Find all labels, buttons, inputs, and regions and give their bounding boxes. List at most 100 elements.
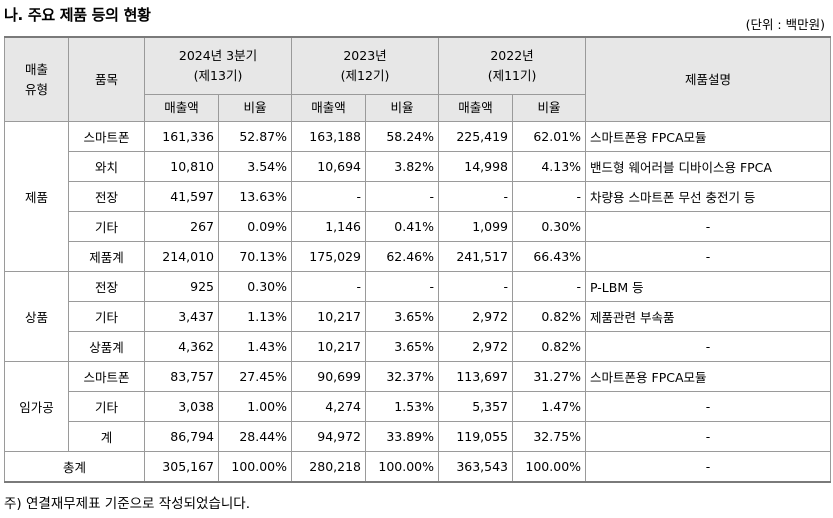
description-cell: -	[585, 331, 832, 362]
ratio-value-cell: 31.27%	[512, 361, 587, 392]
ratio-value-cell: 3.65%	[364, 331, 440, 362]
sales-value-cell: 175,029	[291, 241, 366, 272]
sales-value-cell: 90,699	[291, 361, 366, 392]
header-period-2024q3: 2024년 3분기 (제13기)	[144, 36, 292, 95]
ratio-value-cell: 1.47%	[512, 391, 587, 422]
table-row: 제품계 214,010 70.13% 175,029 62.46% 241,517 66.4…	[5, 241, 832, 272]
sales-value-cell: 2,972	[438, 331, 514, 362]
description-cell: -	[585, 451, 832, 483]
header-period-2023: 2023년 (제12기)	[290, 36, 440, 95]
ratio-value-cell: -	[364, 271, 440, 302]
sales-value-cell: 925	[144, 271, 219, 302]
sales-value-cell: 241,517	[438, 241, 514, 272]
sales-value-cell: -	[291, 181, 366, 212]
header-sales: 매출액	[438, 94, 514, 122]
sales-value-cell: 161,336	[144, 121, 219, 152]
header-ratio: 비율	[364, 94, 440, 122]
ratio-value-cell: 0.82%	[512, 301, 587, 332]
ratio-value-cell: 1.13%	[218, 301, 292, 332]
table-row: 기타 3,038 1.00% 4,274 1.53% 5,357 1.47% -	[5, 391, 832, 422]
footnote: 주) 연결재무제표 기준으로 작성되었습니다.	[4, 496, 250, 512]
ratio-value-cell: 3.54%	[218, 151, 292, 182]
sales-value-cell: 280,218	[291, 451, 366, 483]
ratio-value-cell: 1.00%	[218, 391, 292, 422]
sales-value-cell: 10,217	[291, 331, 366, 362]
item-cell: 기타	[68, 301, 145, 332]
sales-value-cell: 225,419	[438, 121, 514, 152]
description-cell: -	[585, 241, 832, 272]
total-label-cell: 총계	[4, 451, 145, 483]
unit-label: (단위 : 백만원)	[745, 17, 825, 32]
table-row: 제품 스마트폰 161,336 52.87% 163,188 58.24% 225,419 6…	[4, 121, 832, 272]
header-ratio: 비율	[218, 94, 292, 122]
ratio-value-cell: 13.63%	[218, 181, 292, 212]
sales-value-cell: 4,362	[144, 331, 219, 362]
sales-type-cell: 상품	[4, 271, 69, 362]
sales-value-cell: 1,099	[438, 211, 514, 242]
ratio-value-cell: 3.65%	[364, 301, 440, 332]
header-sales-type-line1: 매출	[24, 61, 48, 77]
header-period-2024q3-line2: (제13기)	[193, 68, 243, 83]
header-period-2023-line1: 2023년	[343, 48, 387, 63]
table-row: 전장 41,597 13.63% - - - - 차량용 스마트폰 무선 충전기 등	[5, 181, 832, 212]
ratio-value-cell: 27.45%	[218, 361, 292, 392]
sales-value-cell: 83,757	[144, 361, 219, 392]
sales-value-cell: 4,274	[291, 391, 366, 422]
sales-value-cell: 10,217	[291, 301, 366, 332]
description-cell: -	[585, 211, 832, 242]
header-period-2024q3-line1: 2024년 3분기	[178, 48, 258, 63]
ratio-value-cell: 32.75%	[512, 421, 587, 452]
ratio-value-cell: 0.09%	[218, 211, 292, 242]
ratio-value-cell: 0.30%	[218, 271, 292, 302]
header-sales-type-line2: 유형	[24, 81, 48, 97]
sales-value-cell: 86,794	[144, 421, 219, 452]
description-cell: 차량용 스마트폰 무선 충전기 등	[585, 181, 832, 212]
description-cell: 제품관련 부속품	[585, 301, 832, 332]
ratio-value-cell: 62.46%	[364, 241, 440, 272]
item-cell: 스마트폰	[68, 361, 145, 392]
sales-value-cell: 5,357	[438, 391, 514, 422]
table-row: 계 86,794 28.44% 94,972 33.89% 119,055 32.75% -	[5, 421, 832, 452]
sales-value-cell: 41,597	[144, 181, 219, 212]
item-cell: 기타	[68, 391, 145, 422]
ratio-value-cell: 62.01%	[512, 121, 587, 152]
ratio-value-cell: 58.24%	[364, 121, 440, 152]
table-row: 임가공 스마트폰 83,757 27.45% 90,699 32.37% 113,697 31…	[4, 361, 832, 452]
description-cell: P-LBM 등	[585, 271, 832, 302]
sales-value-cell: 267	[144, 211, 219, 242]
ratio-value-cell: -	[364, 181, 440, 212]
ratio-value-cell: 1.53%	[364, 391, 440, 422]
ratio-value-cell: 28.44%	[218, 421, 292, 452]
item-cell: 계	[68, 421, 145, 452]
item-cell: 제품계	[68, 241, 145, 272]
table-body: 제품 스마트폰 161,336 52.87% 163,188 58.24% 225,419 6…	[4, 121, 832, 483]
ratio-value-cell: 100.00%	[218, 451, 292, 483]
section-title: 나. 주요 제품 등의 현황	[4, 6, 151, 24]
header-item: 품목	[68, 36, 145, 122]
ratio-value-cell: 33.89%	[364, 421, 440, 452]
description-cell: -	[585, 421, 832, 452]
header-period-2023-line2: (제12기)	[340, 68, 390, 83]
item-cell: 상품계	[68, 331, 145, 362]
item-cell: 전장	[68, 271, 145, 302]
ratio-value-cell: 100.00%	[512, 451, 587, 483]
sales-value-cell: 363,543	[438, 451, 514, 483]
ratio-value-cell: 70.13%	[218, 241, 292, 272]
ratio-value-cell: 1.43%	[218, 331, 292, 362]
sales-value-cell: 119,055	[438, 421, 514, 452]
ratio-value-cell: 0.30%	[512, 211, 587, 242]
sales-value-cell: -	[438, 271, 514, 302]
sales-value-cell: 3,437	[144, 301, 219, 332]
ratio-value-cell: 66.43%	[512, 241, 587, 272]
ratio-value-cell: 0.41%	[364, 211, 440, 242]
ratio-value-cell: 52.87%	[218, 121, 292, 152]
table-row: 와치 10,810 3.54% 10,694 3.82% 14,998 4.13% 밴드형 웨…	[5, 151, 832, 182]
sales-value-cell: 113,697	[438, 361, 514, 392]
item-cell: 와치	[68, 151, 145, 182]
total-row: 총계 305,167 100.00% 280,218 100.00% 363,543 100…	[4, 451, 832, 483]
ratio-value-cell: -	[512, 271, 587, 302]
table-row: 기타 267 0.09% 1,146 0.41% 1,099 0.30% -	[5, 211, 832, 242]
header-period-2022-line2: (제11기)	[487, 68, 537, 83]
ratio-value-cell: -	[512, 181, 587, 212]
item-cell: 전장	[68, 181, 145, 212]
